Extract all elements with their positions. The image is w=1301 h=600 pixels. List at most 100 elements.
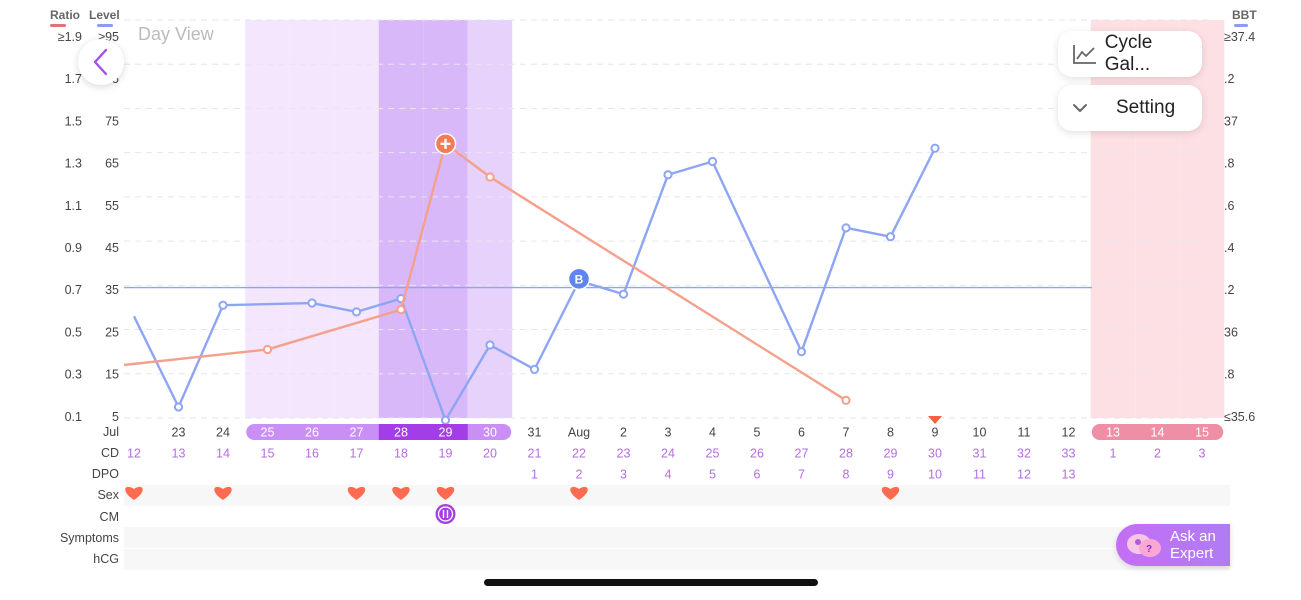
cd-label: 15 bbox=[261, 447, 275, 461]
date-label: 7 bbox=[843, 426, 850, 440]
level-data-point bbox=[663, 170, 673, 180]
cd-label: 18 bbox=[394, 447, 408, 461]
level-data-point bbox=[440, 415, 451, 425]
cycle-gallery-button[interactable]: Cycle Gal... bbox=[1058, 31, 1202, 77]
bbt-tick-label: .2 bbox=[1224, 283, 1234, 297]
ratio-tick-label: 0.3 bbox=[65, 368, 82, 382]
level-data-point bbox=[173, 402, 184, 412]
level-data-point bbox=[351, 307, 362, 317]
cd-label: 23 bbox=[617, 447, 631, 461]
ratio-tick-label: 1.1 bbox=[65, 199, 82, 213]
dpo-label: 3 bbox=[620, 468, 627, 482]
row-label-date: Jul bbox=[103, 425, 119, 439]
level-tick-label: 5 bbox=[112, 410, 119, 424]
cd-label: 17 bbox=[350, 447, 364, 461]
date-label: Aug bbox=[568, 426, 590, 440]
fertile-band bbox=[245, 20, 290, 418]
heart-icon bbox=[214, 486, 232, 500]
ask-expert-button[interactable]: ? Ask an Expert bbox=[1116, 524, 1230, 566]
ratio-tick-label: ≥1.9 bbox=[58, 30, 82, 44]
cd-label: 1 bbox=[1110, 447, 1117, 461]
ratio-data-point bbox=[396, 305, 406, 315]
back-button[interactable] bbox=[78, 39, 124, 85]
level-tick-label: 55 bbox=[105, 199, 119, 213]
dpo-label: 13 bbox=[1062, 468, 1076, 482]
date-label: 13 bbox=[1106, 426, 1120, 440]
ratio-data-point bbox=[841, 395, 851, 405]
bbt-legend-swatch bbox=[1234, 24, 1248, 27]
setting-button[interactable]: Setting bbox=[1058, 85, 1202, 131]
bbt-tick-label: .4 bbox=[1224, 241, 1234, 255]
date-label: 8 bbox=[887, 426, 894, 440]
dpo-label: 12 bbox=[1017, 468, 1031, 482]
cd-label: 32 bbox=[1017, 447, 1031, 461]
ratio-tick-label: 0.7 bbox=[65, 283, 82, 297]
dpo-label: 10 bbox=[928, 468, 942, 482]
view-title: Day View bbox=[138, 24, 214, 44]
date-label: 11 bbox=[1018, 426, 1031, 440]
fertile-band bbox=[467, 20, 513, 418]
row-label-dpo: DPO bbox=[92, 467, 119, 481]
bbt-tick-label: 36 bbox=[1224, 325, 1238, 339]
level-tick-label: 15 bbox=[105, 368, 119, 382]
level-data-point bbox=[930, 143, 940, 153]
dpo-label: 6 bbox=[754, 468, 761, 482]
date-label: 24 bbox=[216, 426, 230, 440]
ratio-tick-label: 1.7 bbox=[65, 72, 82, 86]
date-label: 4 bbox=[709, 426, 716, 440]
level-data-point bbox=[218, 300, 228, 310]
bbt-axis-header: BBT bbox=[1232, 8, 1257, 22]
level-tick-label: 75 bbox=[105, 114, 119, 128]
bbt-tick-label: .8 bbox=[1224, 368, 1234, 382]
cd-label: 30 bbox=[928, 447, 942, 461]
dpo-label: 8 bbox=[843, 468, 850, 482]
period-band bbox=[1135, 20, 1180, 418]
cycle-gallery-label: Cycle Gal... bbox=[1104, 32, 1153, 75]
date-label: 31 bbox=[528, 426, 542, 440]
heart-icon bbox=[570, 486, 588, 500]
cd-label: 22 bbox=[572, 447, 586, 461]
home-indicator bbox=[484, 579, 818, 586]
bbt-tick-label: ≥37.4 bbox=[1224, 30, 1255, 44]
row-label-cm: CM bbox=[100, 510, 119, 524]
ratio-tick-label: 0.9 bbox=[65, 241, 82, 255]
period-date-pill bbox=[1091, 424, 1224, 440]
date-label: 30 bbox=[483, 426, 497, 440]
dpo-label: 4 bbox=[665, 468, 672, 482]
date-label: 10 bbox=[973, 426, 987, 440]
cervical-mucus-icon-lines bbox=[442, 510, 449, 518]
level-axis-header: Level bbox=[89, 8, 120, 22]
date-label: 9 bbox=[932, 426, 939, 440]
date-label: 28 bbox=[394, 426, 408, 440]
cd-label: 20 bbox=[483, 447, 497, 461]
cd-label: 3 bbox=[1199, 447, 1206, 461]
cervical-mucus-icon-ring bbox=[437, 506, 454, 522]
cd-label: 31 bbox=[973, 447, 987, 461]
date-label: 26 bbox=[305, 426, 319, 440]
bbt-tick-label: 37 bbox=[1224, 114, 1238, 128]
cd-label: 21 bbox=[528, 447, 542, 461]
level-data-point bbox=[618, 289, 629, 299]
ratio-tick-label: 1.3 bbox=[65, 157, 82, 171]
level-tick-label: 45 bbox=[105, 241, 119, 255]
row-label-hcg: hCG bbox=[93, 552, 119, 566]
dpo-label: 1 bbox=[531, 468, 538, 482]
bbt-tick-label: .2 bbox=[1224, 72, 1234, 86]
row-label-sex: Sex bbox=[97, 488, 119, 502]
level-legend-swatch bbox=[97, 24, 113, 27]
level-tick-label: 25 bbox=[105, 325, 119, 339]
heart-icon bbox=[881, 486, 900, 500]
level-data-point bbox=[841, 223, 851, 233]
peak-date-highlight bbox=[378, 424, 468, 440]
level-data-point bbox=[796, 347, 807, 357]
today-indicator bbox=[928, 416, 942, 424]
date-label: 3 bbox=[665, 426, 672, 440]
level-tick-label: 65 bbox=[105, 157, 119, 171]
cd-label: 16 bbox=[305, 447, 319, 461]
cd-label: 24 bbox=[661, 447, 675, 461]
ratio-data-point bbox=[262, 344, 273, 355]
date-label: 23 bbox=[172, 426, 186, 440]
cd-label: 26 bbox=[750, 447, 764, 461]
